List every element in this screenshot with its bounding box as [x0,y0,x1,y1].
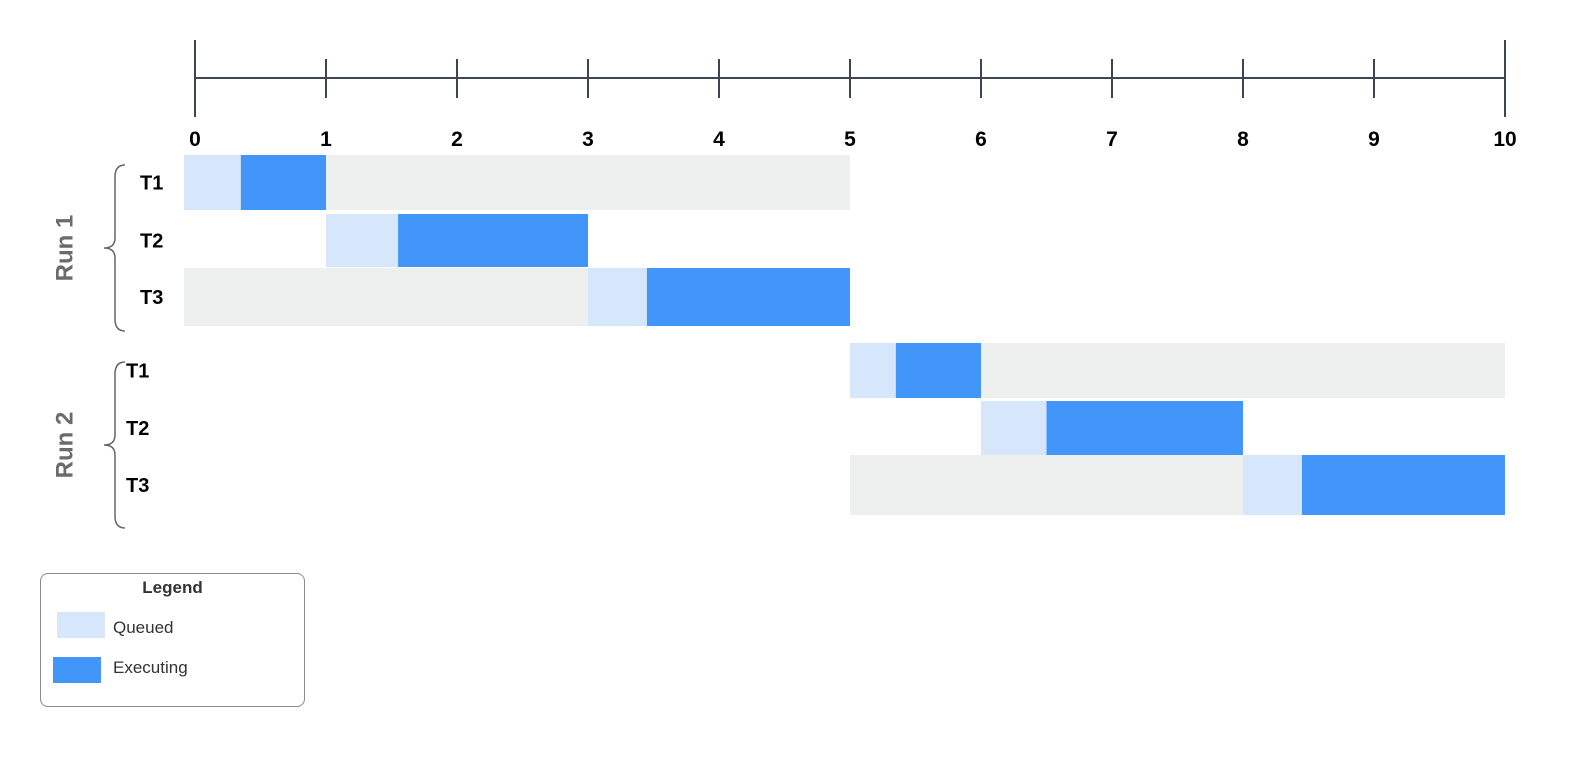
axis-tick-label: 5 [844,128,856,151]
task-label: T3 [126,475,149,497]
queued-bar [981,401,1047,455]
queued-bar [588,268,647,326]
axis-tick-label: 4 [713,128,725,151]
task-row: T2 [126,401,1243,455]
executing-bar [1046,401,1243,455]
executing-bar [646,268,850,326]
legend-swatch-queued [57,612,105,638]
run-2: Run 2 T1 T2 T3 [51,343,1505,529]
task-row: T1 [126,343,1505,398]
axis-tick-label: 3 [582,128,594,151]
queued-bar [1243,455,1302,515]
axis-tick-label: 8 [1237,128,1249,151]
axis-tick-label: 10 [1493,128,1516,151]
queued-bar [184,155,241,210]
task-label: T2 [140,231,163,253]
executing-bar [895,343,981,398]
axis-tick-label: 1 [320,128,332,151]
legend-box: Legend Queued Executing [40,573,305,707]
run-brace [103,361,126,529]
executing-bar [240,155,326,210]
timeline-diagram: 0 1 2 3 4 5 6 7 8 9 10 Run 1 T1 T2 T3 Run 2 T1 T2 T3 [51,40,1517,529]
task-label: T1 [140,173,163,195]
axis-tick-label: 6 [975,128,987,151]
run-brace [103,164,126,332]
queued-bar [326,214,399,267]
task-row: T2 [140,214,588,267]
queued-bar [850,343,896,398]
task-label: T3 [140,287,163,309]
task-row: T3 [126,455,1505,515]
axis-tick-label: 9 [1368,128,1380,151]
idle-bar [326,155,850,210]
idle-bar [981,343,1505,398]
idle-bar [850,455,1243,515]
legend-label-queued: Queued [113,618,174,637]
runs: Run 1 T1 T2 T3 Run 2 T1 T2 T3 [51,155,1505,529]
axis-tick-label: 7 [1106,128,1118,151]
legend-swatch-executing [53,657,101,683]
axis-tick-label: 2 [451,128,463,151]
executing-bar [398,214,588,267]
executing-bar [1301,455,1505,515]
idle-bar [184,268,588,326]
run-label: Run 2 [51,412,78,479]
task-label: T2 [126,418,149,440]
task-row: T3 [140,268,850,326]
run-label: Run 1 [51,215,78,282]
legend-label-executing: Executing [113,658,188,677]
legend-title: Legend [142,578,203,597]
axis-tick-label: 0 [189,128,201,151]
task-label: T1 [126,361,149,383]
time-axis: 0 1 2 3 4 5 6 7 8 9 10 [189,40,1517,151]
run-1: Run 1 T1 T2 T3 [51,155,850,332]
task-row: T1 [140,155,850,210]
